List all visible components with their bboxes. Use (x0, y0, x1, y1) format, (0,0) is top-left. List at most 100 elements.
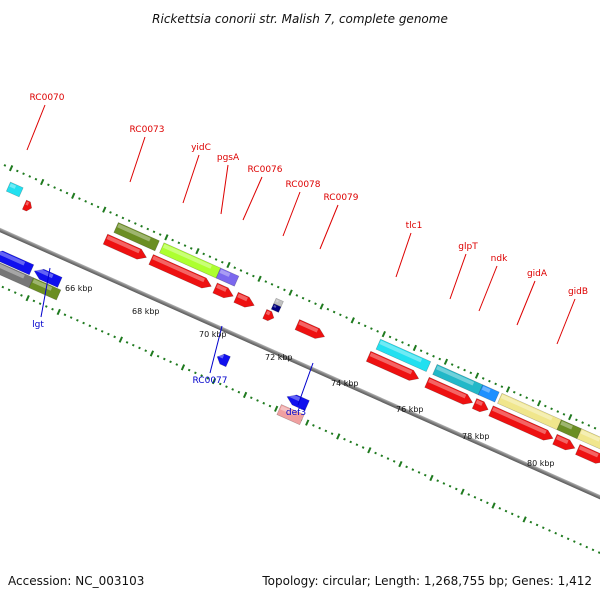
ruler-tick (510, 512, 514, 516)
gene-label-rc0076: RC0076 (248, 165, 283, 175)
ruler-tick (386, 457, 390, 460)
ruler-tick (556, 410, 560, 413)
ruler-tick (350, 317, 355, 324)
ruler-tick (522, 516, 527, 523)
ruler-tick (376, 330, 379, 333)
ruler-tick (573, 540, 576, 543)
ruler-tick (587, 424, 591, 427)
ruler-tick (419, 349, 423, 353)
ruler-tick (591, 548, 595, 552)
ruler-tick (3, 164, 7, 167)
ruler-tick (425, 352, 429, 355)
ruler-tick (469, 371, 473, 375)
ruler-tick (519, 393, 522, 397)
ruler-tick (488, 379, 491, 383)
ruler-tick (40, 178, 45, 186)
cds-gidb-highlight (578, 445, 599, 458)
ruler-tick (53, 186, 56, 189)
ruler-tick (550, 407, 553, 411)
ruler-tick (560, 534, 564, 538)
ruler-tick (531, 399, 535, 402)
ruler-tick (194, 371, 197, 375)
ruler-tick (307, 299, 311, 303)
ruler-tick (65, 191, 69, 195)
ruler-tick (326, 307, 330, 311)
ruler-tick (517, 515, 520, 518)
ruler-tick (131, 343, 135, 347)
ruler-tick (270, 283, 274, 286)
gene-label-rc0079: RC0079 (324, 193, 359, 203)
ruler-tick (562, 413, 566, 416)
map-track-group (0, 161, 600, 554)
ruler-tick (195, 247, 200, 255)
ruler-tick (463, 368, 466, 372)
ruler-tick (34, 177, 38, 181)
ruler-tick (56, 308, 61, 316)
cds-rc0077 (216, 353, 231, 368)
ruler-tick (593, 426, 597, 430)
ruler-tick (473, 495, 477, 499)
ruler-tick (544, 404, 547, 408)
ruler-tick (264, 280, 268, 283)
ruler-tick (38, 302, 42, 305)
ruler-tick (84, 200, 87, 203)
ruler-tick (332, 310, 336, 314)
cds-rc0073-highlight (106, 235, 141, 254)
ruler-tick (88, 324, 92, 328)
ruler-tick (429, 474, 434, 482)
ruler-tick (367, 447, 372, 454)
ruler-tick (448, 484, 452, 488)
ruler-tick (330, 432, 334, 435)
ruler-tick (208, 255, 212, 258)
ruler-tick (127, 219, 131, 223)
ruler-tick (324, 429, 328, 433)
gene-label-tlc1: tlc1 (406, 221, 423, 231)
ruler-tick (28, 175, 32, 178)
ruler-tick (500, 385, 504, 388)
leader-line-rc0079 (319, 204, 339, 250)
gene-label-yidc: yidC (191, 143, 211, 153)
cds-rc0073-block (113, 222, 160, 252)
cds-pgsa (212, 282, 234, 299)
cds-glpt (424, 376, 474, 405)
leader-line-yidc (182, 154, 200, 204)
ruler-tick (423, 473, 427, 477)
cds-gidb-block-highlight (580, 429, 600, 442)
gene-label-ndk: ndk (491, 254, 508, 264)
cds-gida (488, 405, 554, 441)
ruler-tick (268, 404, 272, 408)
cds-ndk (471, 398, 489, 413)
cds-rc0078-dark (270, 303, 282, 313)
ruler-tick (568, 413, 573, 421)
accession-text: Accession: NC_003103 (8, 574, 144, 588)
cds-rc0077-highlight (218, 353, 225, 359)
ruler-tick (7, 288, 11, 292)
ruler-tick (505, 386, 511, 393)
outer-tick-ruler (0, 161, 600, 433)
ruler-tick (183, 244, 187, 247)
cds-ndk-block-highlight (481, 386, 491, 393)
ruler-tick (529, 520, 533, 524)
ruler-tick (319, 303, 324, 310)
cds-lgt (0, 250, 35, 276)
ruler-tick (78, 197, 81, 200)
ruler-tick (579, 542, 582, 546)
ruler-tick (336, 433, 341, 440)
cds-lgt-block-2 (28, 277, 62, 301)
ruler-tick (436, 479, 439, 483)
ruler-tick (345, 316, 348, 319)
ruler-tick (231, 388, 234, 391)
ruler-tick (566, 537, 570, 541)
leader-line-glpt (449, 253, 467, 300)
ruler-tick (15, 169, 19, 173)
ruler-tick (474, 372, 480, 379)
ruler-tick (206, 377, 210, 380)
gene-label-pgsa: pgsA (217, 153, 240, 163)
ruler-tick (380, 454, 384, 458)
ruler-tick (146, 227, 150, 231)
cds-tlc1-block-highlight (379, 340, 423, 363)
ruler-tick (276, 285, 280, 289)
ruler-tick (149, 350, 155, 357)
ruler-tick (301, 296, 305, 300)
